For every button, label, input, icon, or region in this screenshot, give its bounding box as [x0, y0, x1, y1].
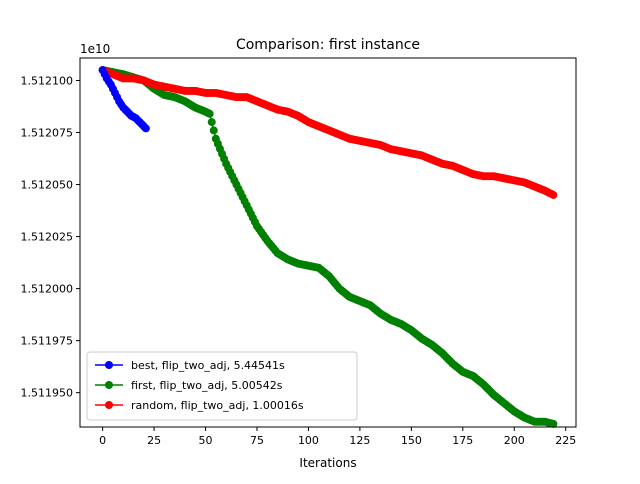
- y-tick-label: 1.512025: [21, 231, 74, 244]
- plot-frame: [79, 57, 577, 428]
- x-tick-label: 125: [349, 434, 370, 447]
- legend-label: best, flip_two_adj, 5.44541s: [131, 359, 285, 372]
- y-tick-label: 1.512050: [21, 179, 74, 192]
- y-offset-label: 1e10: [80, 42, 110, 56]
- legend-entry: random, flip_two_adj, 1.00016s: [95, 399, 304, 412]
- legend-marker: [105, 381, 113, 389]
- series-0: [98, 66, 150, 133]
- x-tick-label: 100: [298, 434, 319, 447]
- plot-layer: [98, 66, 558, 428]
- legend-label: first, flip_two_adj, 5.00542s: [131, 379, 283, 392]
- legend-marker: [105, 361, 113, 369]
- data-point: [207, 118, 216, 127]
- y-tick-label: 1.511975: [21, 335, 74, 348]
- x-axis: 0 25 50 75 100 125 150 175 200 225: [99, 427, 576, 447]
- x-tick-label: 200: [504, 434, 525, 447]
- x-tick-label: 0: [99, 434, 106, 447]
- y-tick-label: 1.512075: [21, 127, 74, 140]
- x-tick-label: 150: [401, 434, 422, 447]
- legend-marker: [105, 401, 113, 409]
- y-tick-label: 1.512000: [21, 283, 74, 296]
- legend: best, flip_two_adj, 5.44541s first, flip_…: [86, 351, 358, 421]
- x-tick-label: 50: [199, 434, 213, 447]
- data-point: [549, 419, 558, 428]
- legend-entry: best, flip_two_adj, 5.44541s: [95, 359, 285, 372]
- x-tick-label: 25: [147, 434, 161, 447]
- data-point: [205, 109, 214, 118]
- x-tick-label: 175: [452, 434, 473, 447]
- data-point: [209, 126, 218, 135]
- x-tick-label: 75: [250, 434, 264, 447]
- x-tick-label: 225: [555, 434, 576, 447]
- legend-box: [86, 351, 358, 421]
- y-tick-label: 1.512100: [21, 74, 74, 87]
- data-point: [549, 190, 558, 199]
- series-2: [98, 66, 558, 199]
- data-point: [141, 124, 150, 133]
- x-axis-label: Iterations: [299, 456, 356, 470]
- legend-entry: first, flip_two_adj, 5.00542s: [95, 379, 283, 392]
- chart-title: Comparison: first instance: [236, 37, 420, 53]
- legend-label: random, flip_two_adj, 1.00016s: [131, 399, 304, 412]
- y-axis: 1.511950 1.511975 1.512000 1.512025 1.512050…: [21, 74, 80, 400]
- y-tick-label: 1.511950: [21, 387, 74, 400]
